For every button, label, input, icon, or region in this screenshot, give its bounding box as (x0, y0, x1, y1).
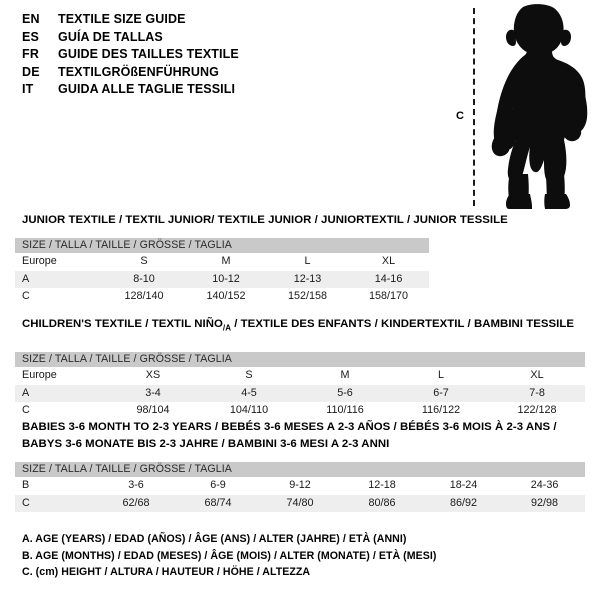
children-band-row: SIZE / TALLA / TAILLE / GRÖSSE / TAGLIA (15, 352, 586, 367)
language-code-es: ES (22, 29, 40, 44)
junior-row-label-c: C (15, 288, 103, 306)
children-cell: 110/116 (297, 402, 393, 420)
children-cell: 104/110 (201, 402, 297, 420)
junior-cell: L (267, 253, 348, 271)
babies-cell: 9-12 (259, 477, 341, 495)
language-key-block: EN TEXTILE SIZE GUIDE ES GUÍA DE TALLAS … (22, 12, 422, 100)
language-label-fr: GUIDE DES TAILLES TEXTILE (58, 47, 239, 61)
babies-cell: 74/80 (259, 494, 341, 512)
junior-row-label-a: A (15, 270, 103, 288)
babies-cell: 92/98 (504, 494, 586, 512)
children-heading-post: / TEXTILE DES ENFANTS / KINDERTEXTIL / B… (231, 318, 575, 330)
junior-cell: 12-13 (267, 270, 348, 288)
children-row-label-c: C (15, 402, 105, 420)
language-code-it: IT (22, 82, 34, 96)
junior-section-heading: JUNIOR TEXTILE / TEXTIL JUNIOR/ TEXTILE … (22, 214, 508, 226)
children-section-heading: CHILDREN'S TEXTILE / TEXTIL NIÑO/A / TEX… (22, 318, 574, 332)
language-row: IT GUIDA ALLE TAGLIE TESSILI (22, 82, 422, 100)
language-code-fr: FR (22, 47, 40, 61)
junior-size-table: SIZE / TALLA / TAILLE / GRÖSSE / TAGLIA … (15, 238, 430, 306)
babies-cell: 86/92 (423, 494, 504, 512)
children-cell: 116/122 (393, 402, 489, 420)
babies-cell: 68/74 (177, 494, 259, 512)
babies-heading-line2: BABYS 3-6 MONATE BIS 2-3 JAHRE / BAMBINI… (22, 437, 390, 450)
table-row: C 128/140 140/152 152/158 158/170 (15, 288, 430, 306)
junior-cell: 158/170 (348, 288, 430, 306)
footnote-legend-block: A. AGE (YEARS) / EDAD (AÑOS) / ÂGE (ANS)… (22, 531, 492, 581)
babies-cell: 24-36 (504, 477, 586, 495)
children-cell: XL (489, 367, 586, 385)
junior-cell: 8-10 (103, 270, 185, 288)
children-cell: 3-4 (105, 384, 201, 402)
language-row: DE TEXTILGRÖßENFÜHRUNG (22, 65, 422, 83)
footnote-a: A. AGE (YEARS) / EDAD (AÑOS) / ÂGE (ANS)… (22, 533, 407, 545)
height-figure-area: C (440, 4, 600, 210)
language-code-en: EN (22, 12, 40, 26)
babies-cell: 3-6 (95, 477, 177, 495)
junior-cell: S (103, 253, 185, 271)
children-cell: M (297, 367, 393, 385)
children-cell: XS (105, 367, 201, 385)
table-row: A 8-10 10-12 12-13 14-16 (15, 270, 430, 288)
table-row: Europe XS S M L XL (15, 367, 586, 385)
children-cell: 5-6 (297, 384, 393, 402)
height-measure-label: C (456, 110, 464, 122)
junior-band-label: SIZE / TALLA / TAILLE / GRÖSSE / TAGLIA (15, 238, 430, 253)
babies-heading-line1: BABIES 3-6 MONTH TO 2-3 YEARS / BEBÉS 3-… (22, 421, 557, 433)
babies-cell: 18-24 (423, 477, 504, 495)
children-cell: 98/104 (105, 402, 201, 420)
children-cell: 122/128 (489, 402, 586, 420)
table-row: Europe S M L XL (15, 253, 430, 271)
children-band-label: SIZE / TALLA / TAILLE / GRÖSSE / TAGLIA (15, 352, 586, 367)
children-cell: 6-7 (393, 384, 489, 402)
language-label-de: TEXTILGRÖßENFÜHRUNG (58, 64, 219, 79)
children-row-label-europe: Europe (15, 367, 105, 385)
language-label-it: GUIDA ALLE TAGLIE TESSILI (58, 82, 236, 96)
children-row-label-a: A (15, 384, 105, 402)
babies-band-label: SIZE / TALLA / TAILLE / GRÖSSE / TAGLIA (15, 462, 586, 477)
height-measure-dashed-line (473, 8, 475, 206)
language-code-de: DE (22, 64, 40, 79)
children-cell: S (201, 367, 297, 385)
babies-section-heading: BABIES 3-6 MONTH TO 2-3 YEARS / BEBÉS 3-… (22, 421, 557, 450)
children-cell: L (393, 367, 489, 385)
language-row: EN TEXTILE SIZE GUIDE (22, 12, 422, 30)
junior-band-row: SIZE / TALLA / TAILLE / GRÖSSE / TAGLIA (15, 238, 430, 253)
junior-cell: XL (348, 253, 430, 271)
children-size-table: SIZE / TALLA / TAILLE / GRÖSSE / TAGLIA … (15, 352, 586, 420)
language-row: FR GUIDE DES TAILLES TEXTILE (22, 47, 422, 65)
table-row: C 62/68 68/74 74/80 80/86 86/92 92/98 (15, 494, 586, 512)
children-heading-pre: CHILDREN'S TEXTILE / TEXTIL NIÑO (22, 318, 223, 330)
table-row: A 3-4 4-5 5-6 6-7 7-8 (15, 384, 586, 402)
junior-row-label-europe: Europe (15, 253, 103, 271)
junior-cell: 10-12 (185, 270, 267, 288)
junior-cell: 152/158 (267, 288, 348, 306)
language-label-es: GUÍA DE TALLAS (58, 29, 163, 44)
footnote-c: C. (cm) HEIGHT / ALTURA / HAUTEUR / HÖHE… (22, 566, 311, 578)
junior-cell: M (185, 253, 267, 271)
footnote-b: B. AGE (MONTHS) / EDAD (MESES) / ÂGE (MO… (22, 549, 437, 562)
language-row: ES GUÍA DE TALLAS (22, 30, 422, 48)
junior-cell: 140/152 (185, 288, 267, 306)
babies-row-label-c: C (15, 494, 95, 512)
children-heading-subscript: /A (222, 323, 232, 333)
table-row: C 98/104 104/110 110/116 116/122 122/128 (15, 402, 586, 420)
babies-band-row: SIZE / TALLA / TAILLE / GRÖSSE / TAGLIA (15, 462, 586, 477)
babies-cell: 62/68 (95, 494, 177, 512)
table-row: B 3-6 6-9 9-12 12-18 18-24 24-36 (15, 477, 586, 495)
babies-cell: 12-18 (341, 477, 423, 495)
toddler-silhouette-icon (491, 4, 588, 209)
babies-size-table: SIZE / TALLA / TAILLE / GRÖSSE / TAGLIA … (15, 462, 586, 512)
language-label-en: TEXTILE SIZE GUIDE (58, 12, 186, 26)
babies-cell: 6-9 (177, 477, 259, 495)
babies-cell: 80/86 (341, 494, 423, 512)
junior-cell: 128/140 (103, 288, 185, 306)
junior-cell: 14-16 (348, 270, 430, 288)
babies-row-label-b: B (15, 477, 95, 495)
children-cell: 4-5 (201, 384, 297, 402)
children-cell: 7-8 (489, 384, 586, 402)
